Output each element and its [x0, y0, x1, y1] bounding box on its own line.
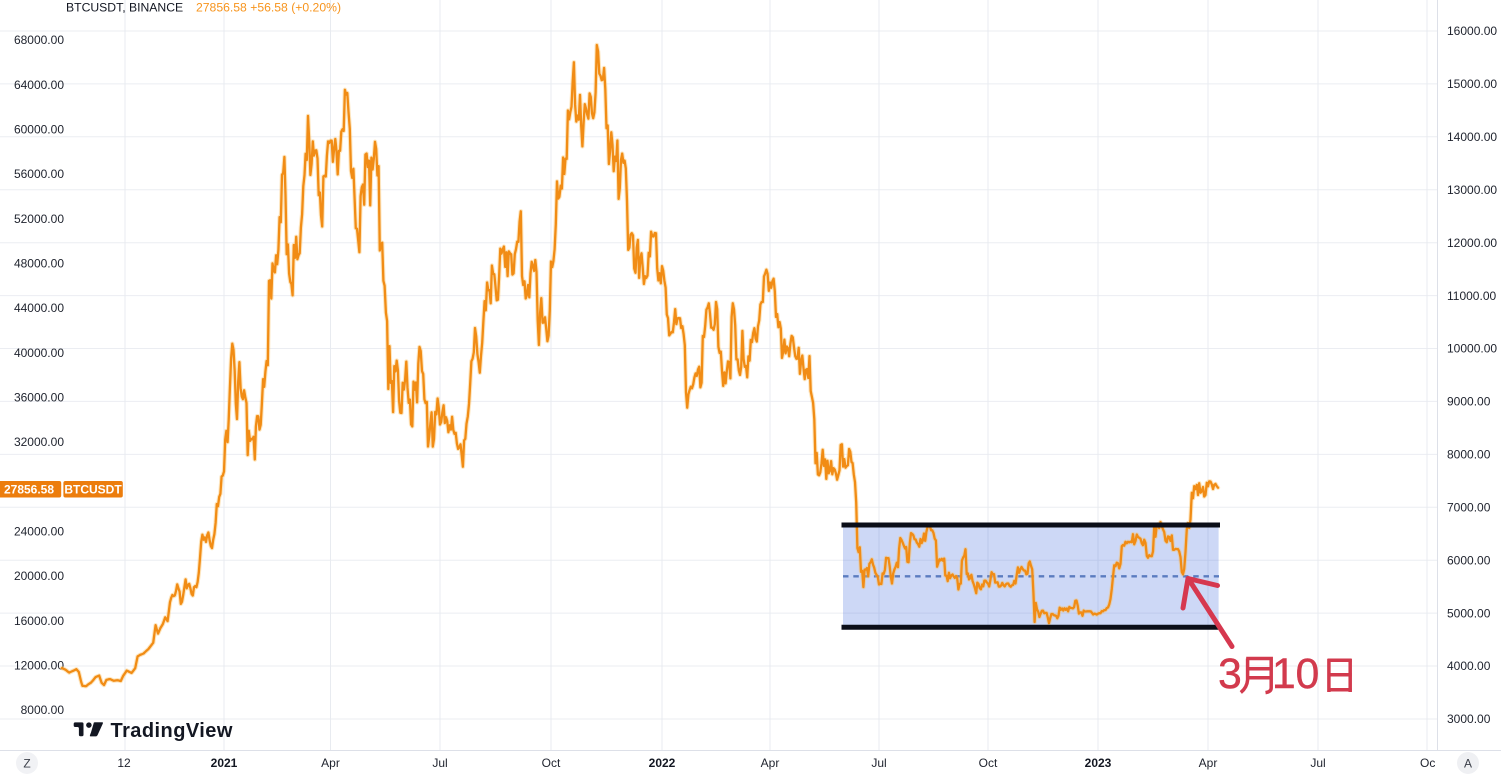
svg-text:27856.58 +56.58 (+0.20%): 27856.58 +56.58 (+0.20%)	[196, 1, 341, 15]
svg-text:3000.00: 3000.00	[1447, 712, 1491, 726]
svg-text:27856.58: 27856.58	[4, 483, 54, 497]
svg-text:TradingView: TradingView	[111, 720, 233, 742]
svg-text:Jul: Jul	[871, 756, 886, 770]
svg-text:Apr: Apr	[321, 756, 340, 770]
svg-text:44000.00: 44000.00	[14, 301, 64, 315]
svg-text:24000.00: 24000.00	[14, 525, 64, 539]
svg-text:Jul: Jul	[1310, 756, 1325, 770]
svg-text:9000.00: 9000.00	[1447, 395, 1491, 409]
svg-text:8000.00: 8000.00	[21, 703, 65, 717]
svg-text:2023: 2023	[1085, 756, 1112, 770]
svg-text:8000.00: 8000.00	[1447, 448, 1491, 462]
svg-text:BTCUSDT: BTCUSDT	[64, 483, 122, 497]
svg-text:Jul: Jul	[432, 756, 447, 770]
svg-text:16000.00: 16000.00	[1447, 24, 1497, 38]
svg-text:20000.00: 20000.00	[14, 569, 64, 583]
svg-text:60000.00: 60000.00	[14, 123, 64, 137]
svg-text:Oct: Oct	[542, 756, 561, 770]
svg-text:BTCUSDT, BINANCE: BTCUSDT, BINANCE	[66, 1, 183, 15]
svg-text:3: 3	[1218, 651, 1242, 698]
svg-text:12: 12	[117, 756, 131, 770]
svg-text:2022: 2022	[649, 756, 676, 770]
svg-text:Apr: Apr	[761, 756, 780, 770]
svg-text:5000.00: 5000.00	[1447, 606, 1491, 620]
svg-text:64000.00: 64000.00	[14, 78, 64, 92]
svg-text:52000.00: 52000.00	[14, 212, 64, 226]
svg-text:12000.00: 12000.00	[1447, 236, 1497, 250]
svg-text:56000.00: 56000.00	[14, 167, 64, 181]
svg-text:16000.00: 16000.00	[14, 614, 64, 628]
svg-text:4000.00: 4000.00	[1447, 659, 1491, 673]
svg-text:36000.00: 36000.00	[14, 391, 64, 405]
svg-text:40000.00: 40000.00	[14, 346, 64, 360]
svg-text:15000.00: 15000.00	[1447, 77, 1497, 91]
svg-text:13000.00: 13000.00	[1447, 183, 1497, 197]
svg-text:Apr: Apr	[1199, 756, 1218, 770]
svg-text:48000.00: 48000.00	[14, 257, 64, 271]
svg-text:11000.00: 11000.00	[1447, 289, 1496, 303]
svg-text:32000.00: 32000.00	[14, 435, 64, 449]
svg-text:10: 10	[1272, 651, 1319, 698]
svg-text:14000.00: 14000.00	[1447, 130, 1497, 144]
svg-text:Z: Z	[23, 757, 30, 771]
svg-text:10000.00: 10000.00	[1447, 342, 1497, 356]
svg-text:6000.00: 6000.00	[1447, 553, 1491, 567]
svg-text:68000.00: 68000.00	[14, 33, 64, 47]
svg-text:A: A	[1464, 757, 1472, 771]
svg-text:2021: 2021	[211, 756, 238, 770]
svg-text:Oct: Oct	[979, 756, 998, 770]
svg-text:12000.00: 12000.00	[14, 659, 64, 673]
svg-text:7000.00: 7000.00	[1447, 501, 1491, 515]
svg-text:Oc: Oc	[1420, 756, 1435, 770]
